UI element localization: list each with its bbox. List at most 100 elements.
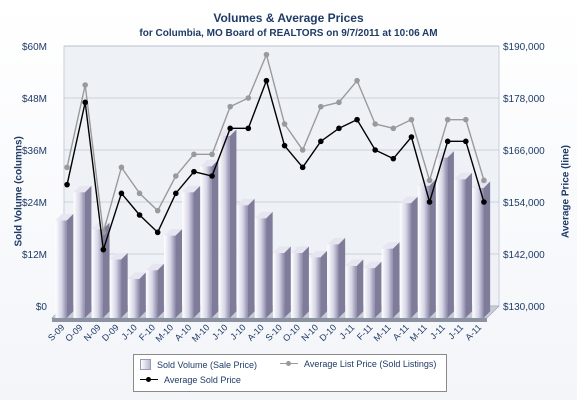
bar-side — [193, 185, 201, 318]
bar — [417, 185, 430, 318]
bar-top — [309, 250, 328, 258]
x-tick-label: F-11 — [355, 322, 375, 342]
bar — [200, 166, 212, 318]
bar — [272, 253, 285, 318]
average-list-price-point — [118, 164, 125, 171]
bar-side — [247, 198, 255, 318]
bar — [182, 192, 194, 318]
bar-side — [211, 159, 219, 318]
bar-top — [127, 272, 146, 279]
x-tick-label: O-09 — [63, 322, 84, 343]
bar-top — [109, 252, 128, 260]
average-list-price-point — [463, 116, 469, 123]
average-sold-price-point — [318, 138, 324, 145]
legend-label-average-list-price: Average List Price (Sold Listings) — [304, 359, 437, 369]
x-tick-label: S-09 — [46, 322, 67, 343]
average-list-price-point — [209, 151, 215, 158]
bar-side — [429, 179, 436, 318]
y-right-tick-label: $178,000 — [503, 94, 545, 105]
average-list-price-point — [136, 190, 143, 197]
bar-side — [121, 252, 128, 318]
x-tick-label: M-10 — [190, 322, 212, 344]
bar-top — [218, 129, 237, 136]
y-right-tick-label: $190,000 — [503, 42, 545, 53]
bar-side — [229, 129, 237, 318]
average-list-price-point — [173, 173, 179, 179]
average-list-price-point — [299, 147, 306, 153]
bar — [363, 268, 375, 318]
x-tick-label: O-10 — [281, 322, 302, 343]
plot-floor-edge — [52, 318, 487, 322]
x-tick-label: J-11 — [428, 322, 447, 341]
average-sold-price-point — [463, 138, 469, 145]
bar-side — [356, 259, 364, 318]
x-tick-label: J-11 — [446, 322, 465, 341]
bar — [236, 205, 248, 318]
bar — [345, 266, 357, 318]
legend-item-sold-volume: Sold Volume (Sale Price) — [140, 359, 257, 370]
average-sold-price-point — [336, 125, 342, 132]
average-sold-price-point — [263, 77, 270, 84]
x-tick-label: S-10 — [263, 322, 284, 343]
y-right-tick-label: $130,000 — [503, 302, 545, 313]
bar — [381, 248, 393, 318]
x-tick-label: J-10 — [228, 322, 247, 341]
x-tick-label: J-10 — [210, 322, 229, 341]
bar — [127, 279, 140, 318]
bar-side — [447, 151, 454, 318]
x-tick-label: A-11 — [391, 322, 411, 342]
bar-top — [327, 237, 346, 245]
average-sold-price-point — [209, 173, 215, 179]
bar-top — [182, 185, 201, 193]
bar-top — [345, 259, 364, 266]
bar — [218, 136, 230, 318]
x-tick-label: M-11 — [372, 322, 393, 343]
y-right-tick-label: $142,000 — [503, 250, 545, 261]
average-list-price-point — [191, 151, 197, 158]
bar-side — [66, 213, 74, 318]
average-sold-price-point — [444, 138, 451, 145]
bar-top — [454, 172, 473, 180]
average-list-price-point — [82, 82, 88, 88]
y-right-tick-label: $166,000 — [503, 146, 545, 157]
average-list-price-point — [318, 103, 324, 110]
bar — [309, 257, 321, 318]
average-sold-price-point — [372, 147, 378, 153]
bar — [91, 229, 103, 318]
average-sold-price-point — [408, 134, 415, 140]
chart-legend: Sold Volume (Sale Price) Average List Pr… — [133, 354, 447, 392]
x-tick-label: A-11 — [463, 322, 483, 342]
average-sold-price-point — [82, 99, 88, 106]
average-list-price-line — [66, 52, 485, 233]
bar-side — [374, 261, 382, 318]
average-list-price-point — [263, 51, 270, 58]
average-sold-price-point — [245, 125, 252, 132]
bar — [164, 235, 176, 318]
bar-side — [284, 246, 291, 318]
gray-line-marker-icon — [280, 359, 298, 369]
bar — [291, 253, 303, 318]
bar — [327, 244, 339, 318]
average-sold-price-point — [154, 229, 161, 236]
bar-top — [73, 185, 92, 193]
average-sold-price-point — [118, 190, 125, 197]
average-list-price-point — [354, 77, 360, 84]
bar-top — [363, 261, 382, 269]
bar-top — [436, 151, 454, 158]
chart-subtitle: for Columbia, MO Board of REALTORS on 9/… — [139, 28, 438, 39]
bar — [399, 203, 412, 318]
bar-side — [302, 246, 309, 318]
average-list-price-point — [372, 121, 378, 127]
bar-side — [465, 172, 473, 318]
bar-side — [483, 181, 491, 318]
average-sold-price-point — [426, 199, 433, 205]
bar-top — [55, 213, 74, 221]
x-tick-label: N-09 — [82, 322, 103, 343]
y-left-tick-label: $48M — [22, 94, 47, 105]
average-list-price-point — [481, 177, 487, 184]
average-list-price-point — [154, 207, 161, 214]
legend-label-average-sold-price: Average Sold Price — [164, 375, 241, 385]
bar — [109, 259, 122, 318]
bar — [146, 270, 158, 318]
